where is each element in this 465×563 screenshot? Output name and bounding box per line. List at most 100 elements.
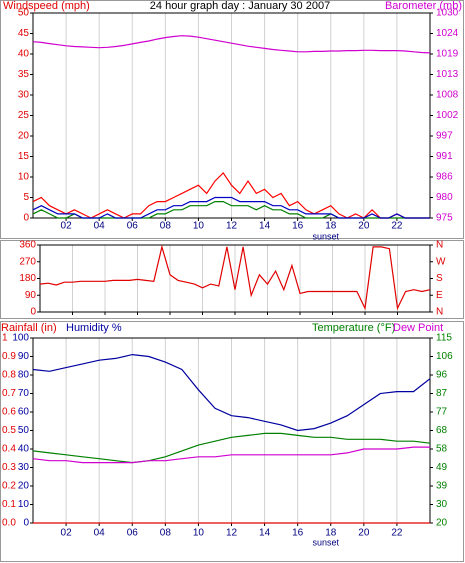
y-tick-label: 39: [436, 481, 448, 492]
y-tick-label: 0: [23, 518, 29, 529]
y-tick-label: 49: [436, 462, 448, 473]
x-tick-label: 10: [193, 528, 205, 539]
y-tick-label: N: [436, 240, 443, 251]
series-line: [32, 432, 431, 464]
y-tick-label: 1013: [436, 69, 459, 80]
y-tick-label: 45: [18, 28, 30, 39]
x-tick-label: 04: [94, 221, 106, 232]
y-tick-label: 70: [18, 388, 30, 399]
y-tick-label: 5: [23, 192, 29, 203]
x-tick-label: 16: [292, 528, 304, 539]
y-tick-label: 0.6: [2, 407, 16, 418]
x-tick-label: 02: [61, 528, 73, 539]
y-tick-label: 0.7: [2, 388, 16, 399]
y-tick-label: 90: [18, 351, 30, 362]
series-line: [32, 35, 431, 54]
y-tick-label: 106: [436, 351, 453, 362]
axis-title: Humidity %: [66, 322, 122, 334]
y-tick-label: S: [436, 273, 443, 284]
y-tick-label: 90: [25, 290, 37, 301]
y2-axis-title: Barometer (mb): [385, 0, 462, 12]
series-line: [32, 446, 430, 464]
x-tick-label: 02: [61, 221, 73, 232]
y-tick-label: 0.1: [2, 499, 16, 510]
y-tick-label: 986: [436, 172, 453, 183]
y-tick-label: 997: [436, 131, 453, 142]
y-tick-label: 1019: [436, 49, 459, 60]
x-tick-label: 06: [127, 528, 139, 539]
y-tick-label: 975: [436, 213, 453, 224]
y-tick-label: 991: [436, 151, 453, 162]
y-tick-label: 40: [18, 49, 30, 60]
y-tick-label: 115: [436, 333, 452, 344]
y-tick-label: N: [436, 307, 443, 318]
y-tick-label: 0: [30, 307, 36, 318]
y-tick-label: 0.0: [2, 518, 16, 529]
x-tick-label: 14: [259, 528, 271, 539]
y-tick-label: 25: [18, 110, 30, 121]
y-tick-label: W: [436, 256, 446, 267]
x-tick-label: 22: [391, 221, 403, 232]
y-tick-label: 360: [19, 240, 36, 251]
series-line: [32, 353, 431, 432]
x-tick-label: 06: [127, 221, 139, 232]
y-tick-label: 180: [19, 273, 36, 284]
y-tick-label: 1030: [436, 8, 459, 19]
y-tick-label: 60: [18, 407, 30, 418]
y-tick-label: 30: [18, 462, 30, 473]
y-tick-label: 1024: [436, 28, 459, 39]
chart-title: 24 hour graph day : January 30 2007: [150, 0, 330, 12]
x-tick-label: 18: [325, 528, 337, 539]
y-tick-label: 1: [2, 333, 8, 344]
y-tick-label: 96: [436, 370, 448, 381]
y-tick-label: 100: [12, 333, 29, 344]
y-tick-label: 270: [19, 256, 36, 267]
y-tick-label: 0.9: [2, 351, 16, 362]
x-tick-label: 12: [226, 528, 238, 539]
y-tick-label: 20: [18, 481, 30, 492]
axis-title: Temperature (°F): [312, 322, 395, 334]
y-tick-label: 35: [18, 69, 30, 80]
y-tick-label: 80: [18, 370, 30, 381]
y-tick-label: 77: [436, 407, 448, 418]
x-tick-label: 18: [325, 221, 337, 232]
y-tick-label: 20: [436, 518, 448, 529]
y-tick-label: 0.3: [2, 462, 16, 473]
y-tick-label: 87: [436, 388, 448, 399]
x-tick-label: 22: [391, 528, 403, 539]
panel-frame: [0, 240, 464, 319]
y-tick-label: 0.2: [2, 481, 16, 492]
axis-title: Rainfall (in): [1, 322, 57, 334]
y-tick-label: 68: [436, 425, 448, 436]
y-tick-label: 0.5: [2, 425, 16, 436]
x-tick-label: 14: [259, 221, 271, 232]
y-tick-label: 10: [18, 499, 30, 510]
annotation: sunset: [313, 537, 340, 547]
x-tick-label: 16: [292, 221, 304, 232]
y-tick-label: 40: [18, 444, 30, 455]
panel-frame: [0, 0, 464, 239]
y-tick-label: 15: [18, 151, 30, 162]
series-line: [39, 244, 431, 311]
y-tick-label: 0.4: [2, 444, 16, 455]
y-tick-label: 20: [18, 131, 30, 142]
axis-title: Dew Point: [393, 322, 443, 334]
y-tick-label: E: [436, 290, 443, 301]
y-tick-label: 1002: [436, 110, 459, 121]
annotation: sunset: [313, 231, 340, 241]
y-tick-label: 10: [18, 172, 30, 183]
x-tick-label: 08: [160, 528, 172, 539]
x-tick-label: 20: [358, 528, 370, 539]
y-tick-label: 0: [23, 213, 29, 224]
x-tick-label: 12: [226, 221, 238, 232]
x-tick-label: 04: [94, 528, 106, 539]
x-tick-label: 20: [358, 221, 370, 232]
y-tick-label: 1008: [436, 90, 459, 101]
y-tick-label: 50: [18, 425, 30, 436]
y-tick-label: 30: [436, 499, 448, 510]
y-tick-label: 50: [18, 8, 30, 19]
y-tick-label: 0.8: [2, 370, 16, 381]
series-line: [32, 196, 430, 219]
y-axis-title: Windspeed (mph): [3, 0, 90, 12]
